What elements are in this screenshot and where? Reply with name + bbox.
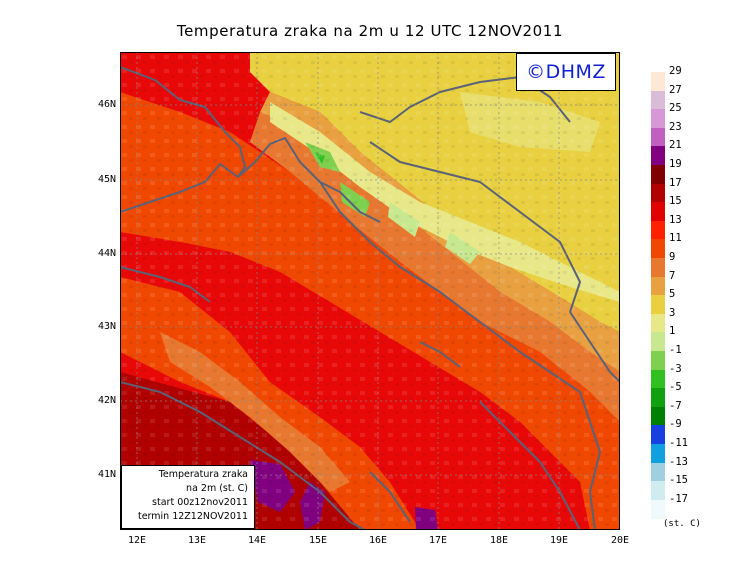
lat-label-42n: 42N: [97, 395, 116, 406]
legend-swatch: [651, 295, 665, 315]
lon-label-16e: 16E: [368, 535, 388, 546]
info-line-1: Temperatura zraka: [158, 469, 248, 480]
lon-label-19e: 19E: [549, 535, 569, 546]
legend-label: 19: [669, 158, 682, 170]
legend-swatch: [651, 276, 665, 296]
legend-label: 7: [669, 269, 676, 282]
copyright-badge: ©DHMZ: [516, 53, 616, 91]
lat-label-44n: 44N: [97, 248, 116, 259]
temperature-field: [120, 52, 620, 530]
legend-label: -3: [669, 362, 682, 375]
legend-label: 1: [669, 325, 676, 338]
legend-label: -5: [669, 381, 682, 394]
legend-label: 3: [669, 306, 676, 319]
legend-label: 23: [669, 120, 682, 133]
legend-label: -1: [669, 344, 682, 356]
info-box: Temperatura zraka na 2m (st. C) start 00…: [121, 465, 255, 529]
legend-label: 15: [669, 195, 682, 208]
legend-swatch: [651, 444, 665, 463]
legend-swatch: [651, 313, 665, 333]
legend-swatch: [651, 462, 665, 482]
legend-swatch: [651, 369, 665, 389]
legend-label: 9: [669, 251, 676, 263]
legend-label: 29: [669, 65, 682, 77]
legend-swatch: [651, 72, 665, 91]
legend-swatch: [651, 332, 665, 352]
legend-label: 5: [669, 288, 676, 301]
legend-swatch: [651, 406, 665, 426]
legend-swatch: [651, 425, 665, 445]
legend-swatch: [651, 499, 665, 519]
lat-label-41n: 41N: [97, 469, 116, 480]
info-line-2: na 2m (st. C): [186, 483, 248, 494]
legend-label: 11: [669, 232, 682, 245]
legend-swatch: [651, 388, 665, 408]
legend-swatch: [651, 239, 665, 259]
info-line-3: start 00z12nov2011: [152, 497, 248, 508]
legend-label: 25: [669, 102, 682, 115]
legend-label: 27: [669, 83, 682, 96]
lon-label-14e: 14E: [247, 535, 267, 546]
legend-swatch: [651, 258, 665, 277]
legend-label: -17: [669, 492, 688, 505]
legend-swatch: [651, 183, 665, 203]
info-line-4: termin 12Z12NOV2011: [137, 511, 248, 522]
legend-swatch: [651, 220, 665, 240]
map-title: Temperatura zraka na 2m u 12 UTC 12NOV20…: [176, 22, 564, 40]
legend-label: -15: [669, 474, 688, 487]
legend-swatch: [651, 127, 665, 147]
legend-swatch: [651, 146, 665, 166]
legend-label: 21: [669, 139, 682, 152]
legend-label: -11: [669, 437, 688, 449]
legend-label: -9: [669, 418, 682, 431]
legend-swatch: [651, 202, 665, 222]
lon-label-20e: 20E: [610, 535, 630, 546]
legend-unit: (st. C): [663, 519, 701, 529]
temperature-map: [120, 52, 620, 530]
lon-label-12e: 12E: [127, 535, 147, 546]
legend-swatch: [651, 165, 665, 184]
lon-label-15e: 15E: [308, 535, 328, 546]
lat-label-43n: 43N: [97, 321, 116, 332]
legend-label: -13: [669, 455, 688, 468]
legend-swatch: [651, 481, 665, 501]
lat-label-46n: 46N: [97, 99, 116, 110]
lon-label-17e: 17E: [428, 535, 448, 546]
lat-label-45n: 45N: [97, 174, 116, 185]
legend-label: 17: [669, 176, 682, 189]
legend-label: 13: [669, 213, 682, 226]
legend-label: -7: [669, 399, 682, 412]
lon-label-13e: 13E: [187, 535, 207, 546]
lon-label-18e: 18E: [489, 535, 509, 546]
legend-swatch: [651, 109, 665, 129]
legend-swatch: [651, 90, 665, 110]
legend-swatch: [651, 351, 665, 370]
